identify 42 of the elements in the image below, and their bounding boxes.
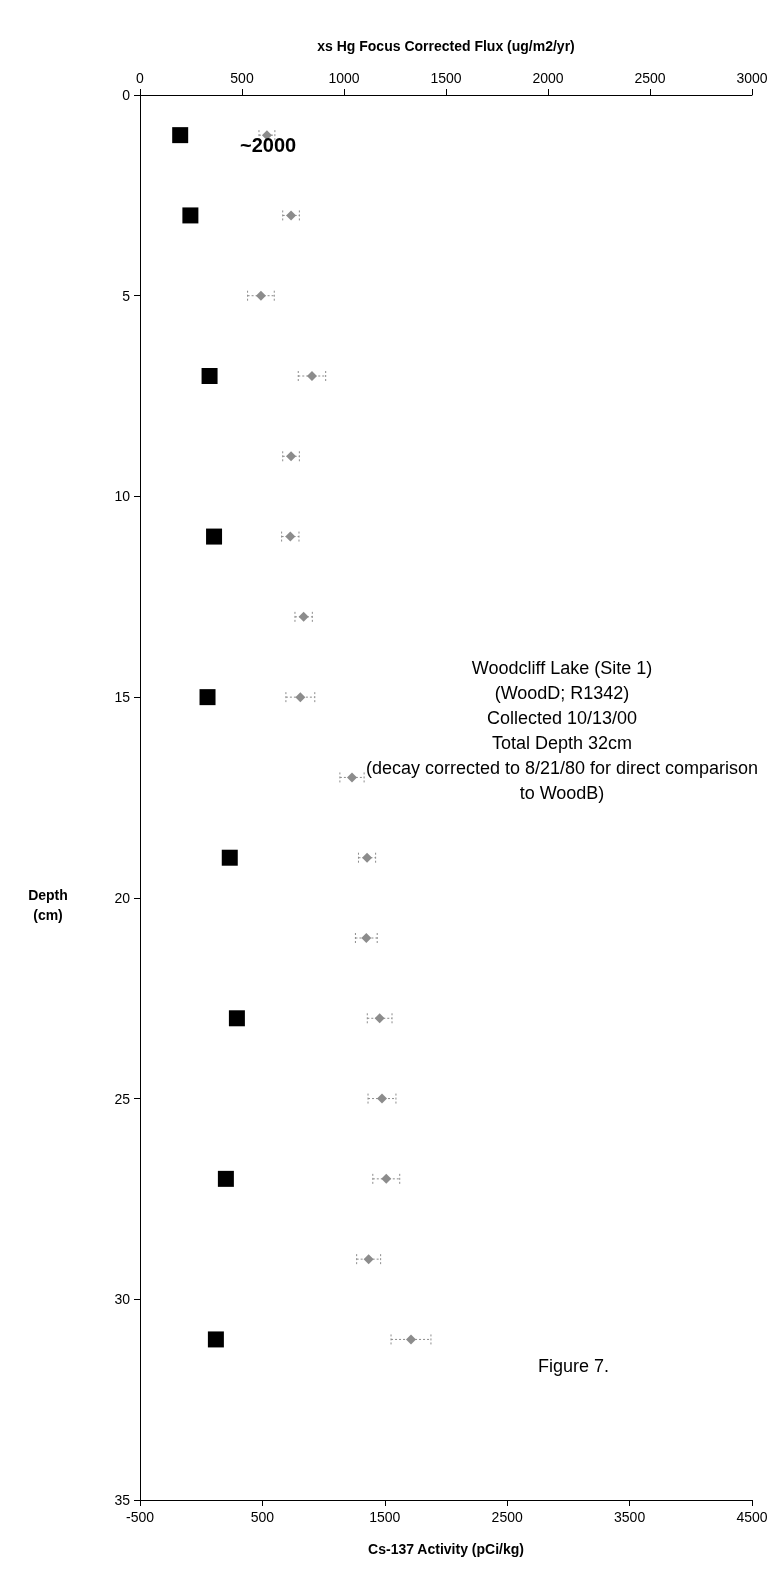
y-tick-label: 20 (114, 889, 131, 906)
point (298, 611, 309, 622)
point (347, 772, 357, 783)
x2-tick-label: 2000 (532, 70, 564, 86)
x2-tick-label: 500 (230, 70, 254, 86)
x2-tick-label: 1000 (328, 70, 360, 86)
point (381, 1173, 392, 1184)
x-tick-label: -500 (125, 1509, 155, 1525)
y-tick-label: 5 (122, 287, 131, 304)
x-tick-label: 3500 (614, 1509, 646, 1525)
y-tick-label: 25 (114, 1090, 131, 1107)
annotation: Figure 7. (538, 1356, 610, 1376)
x-tick-label: 1500 (369, 1509, 401, 1525)
point (306, 371, 317, 381)
x-tick-label: 2500 (491, 1509, 523, 1525)
point (255, 290, 266, 301)
point (361, 933, 372, 943)
x2-axis-title: xs Hg Focus Corrected Flux (ug/m2/yr) (317, 38, 575, 54)
point (362, 852, 373, 863)
x2-tick-label: 2500 (634, 70, 666, 86)
point (374, 1013, 385, 1024)
y-tick-label: 35 (114, 1492, 131, 1508)
point (286, 451, 297, 462)
annotation: ~2000 (240, 134, 297, 156)
x2-tick-label: 3000 (736, 70, 768, 86)
x2-tick-label: 1500 (430, 70, 462, 86)
point (285, 531, 296, 542)
point (286, 210, 297, 221)
annotation: Woodcliff Lake (Site 1) (WoodD; R1342) Collected 10/13/00 Total Depth 32cm (decay corrected to 8/21/80 for direct comparison to WoodB) (365, 657, 759, 803)
y-tick-label: 10 (114, 488, 131, 505)
y-tick-label: 15 (114, 689, 131, 706)
y-tick-label: 30 (114, 1291, 131, 1308)
x-tick-label: 4500 (736, 1509, 768, 1525)
y-axis-title: Depth (cm) (28, 887, 68, 923)
y-tick-label: 0 (122, 87, 131, 103)
point (363, 1254, 374, 1265)
x2-tick-label: 0 (136, 70, 145, 86)
x-tick-label: 500 (250, 1509, 275, 1525)
point (295, 692, 306, 703)
point (405, 1334, 416, 1345)
point (376, 1093, 387, 1104)
x-axis-title: Cs-137 Activity (pCi/kg) (368, 1541, 524, 1557)
